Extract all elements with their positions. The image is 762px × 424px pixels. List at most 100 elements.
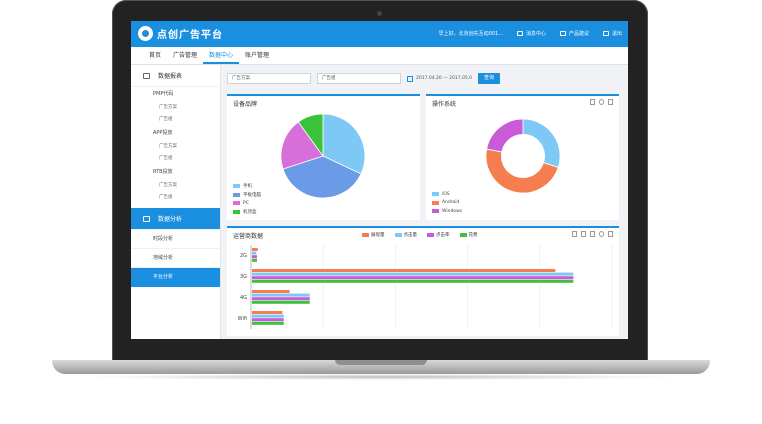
legend-swatch [233, 192, 240, 197]
legend-item[interactable]: 点击量 [394, 232, 418, 238]
calendar-icon [407, 75, 413, 82]
message-center-link[interactable]: 消息中心 [516, 30, 546, 37]
bar[interactable] [252, 311, 283, 314]
bar[interactable] [252, 258, 258, 262]
sidebar-group-app[interactable]: APP投放 [153, 130, 173, 136]
legend-swatch [427, 233, 434, 237]
sidebar-section-reports[interactable]: 数据报表 [131, 65, 220, 87]
category-label: 3G [240, 274, 247, 280]
sidebar-section-label: 数据报表 [158, 73, 183, 80]
sidebar-group-pmp[interactable]: PMP代码 [153, 91, 174, 97]
sidebar-item[interactable]: 广告方案 [159, 183, 177, 188]
feedback-label: 产品建议 [568, 31, 589, 37]
refresh-icon[interactable] [599, 231, 604, 237]
bar-chart-icon[interactable] [590, 231, 595, 237]
tab-data-center[interactable]: 数据中心 [203, 47, 240, 64]
plan-select[interactable]: 广告方案 [227, 73, 311, 84]
legend-item[interactable]: 手机 [233, 182, 261, 191]
category-label: Wifi [238, 316, 247, 322]
download-icon[interactable] [608, 231, 613, 237]
bar[interactable] [252, 321, 284, 325]
bar[interactable] [252, 248, 258, 251]
bar[interactable] [252, 314, 284, 318]
tab-ad-management[interactable]: 广告管理 [173, 52, 198, 59]
message-center-label: 消息中心 [525, 31, 546, 37]
sidebar-item-time[interactable]: 时段分析 [131, 230, 220, 249]
category-label: 4G [240, 295, 247, 301]
legend-label: Android [442, 200, 460, 206]
sidebar-item[interactable]: 广告方案 [159, 144, 177, 149]
legend-item[interactable]: 平板电脑 [233, 191, 261, 200]
sidebar-section-analysis[interactable]: 数据分析 [131, 208, 220, 230]
date-range-picker[interactable]: 2017.04.20 — 2017.05.0 [407, 73, 472, 84]
sidebar-item[interactable]: 广告组 [159, 117, 173, 122]
legend-item[interactable]: 花费 [459, 232, 478, 238]
pie-slice-3[interactable] [297, 113, 324, 158]
device-pie-chart [280, 113, 366, 199]
laptop-shadow [80, 374, 682, 380]
logout-label: 退出 [611, 31, 622, 37]
donut-hole [501, 134, 545, 178]
legend-label: 手机 [243, 184, 252, 190]
refresh-icon[interactable] [599, 99, 604, 105]
legend-swatch [362, 233, 369, 237]
sidebar-group-rtb[interactable]: RTB投放 [153, 169, 173, 175]
legend-label: 展现量 [371, 233, 385, 238]
logout-link[interactable]: 退出 [602, 30, 622, 37]
logo-icon [138, 26, 153, 41]
sidebar-item[interactable]: 广告组 [159, 195, 173, 200]
bar[interactable] [252, 290, 290, 293]
feedback-link[interactable]: 产品建议 [559, 30, 589, 37]
pie-slice-1[interactable] [282, 155, 362, 199]
query-button[interactable]: 查询 [478, 73, 501, 84]
sidebar-item[interactable]: 广告组 [159, 156, 173, 161]
group-select[interactable]: 广告组 [317, 73, 401, 84]
top-right-menu: 早上好，北京创先互动001... 消息中心 产品建议 退出 [439, 30, 622, 37]
legend-label: 点击量 [403, 233, 418, 238]
legend-label: Windows [442, 208, 463, 214]
bar[interactable] [252, 318, 284, 322]
pie-slice-2[interactable] [280, 121, 324, 170]
sidebar-item-platform[interactable]: 平台分析 [131, 268, 220, 287]
legend-label: 点击率 [436, 233, 450, 238]
bar[interactable] [252, 269, 556, 272]
tab-home[interactable]: 首页 [149, 52, 162, 59]
bar[interactable] [252, 297, 310, 301]
bar[interactable] [252, 272, 574, 276]
panel-tools [590, 99, 613, 105]
tab-account[interactable]: 账户管理 [245, 52, 270, 59]
os-panel: 操作系统 iOS Android Windows [426, 94, 619, 220]
bar[interactable] [252, 300, 310, 304]
legend-item[interactable]: 展现量 [362, 232, 385, 238]
bar[interactable] [252, 279, 574, 283]
bar[interactable] [252, 276, 574, 280]
pie-slice-0[interactable] [322, 113, 366, 175]
legend-item[interactable]: PC [233, 199, 261, 208]
legend-swatch [233, 209, 240, 214]
legend-item[interactable]: iOS [432, 190, 462, 199]
legend-item[interactable]: Android [432, 199, 462, 208]
document-icon[interactable] [572, 231, 577, 237]
line-chart-icon[interactable] [581, 231, 586, 237]
chat-icon [559, 31, 566, 36]
sidebar-item-region[interactable]: 地域分析 [131, 249, 220, 268]
document-icon[interactable] [590, 99, 595, 105]
mail-icon [516, 31, 523, 36]
os-legend: iOS Android Windows [432, 190, 462, 216]
legend-label: iOS [442, 191, 450, 197]
screen: 点创广告平台 早上好，北京创先互动001... 消息中心 产品建议 退出 [131, 21, 628, 339]
download-icon[interactable] [608, 99, 613, 105]
logo[interactable]: 点创广告平台 [138, 26, 223, 41]
main-nav: 首页 广告管理 数据中心 账户管理 [131, 47, 628, 65]
legend-item[interactable]: 点击率 [427, 232, 450, 238]
bar[interactable] [252, 293, 310, 297]
sidebar: 数据报表 PMP代码 广告方案 广告组 APP投放 广告方案 广告组 RTB投放… [131, 65, 221, 339]
sidebar-item[interactable]: 广告方案 [159, 105, 177, 110]
date-range-text: 2017.04.20 — 2017.05.0 [416, 76, 473, 81]
legend-item[interactable]: 机顶盒 [233, 208, 261, 217]
laptop-notch [335, 360, 427, 365]
legend-item[interactable]: Windows [432, 207, 462, 216]
bar[interactable] [252, 255, 258, 259]
bar[interactable] [252, 251, 257, 255]
panel-title: 操作系统 [432, 101, 457, 108]
